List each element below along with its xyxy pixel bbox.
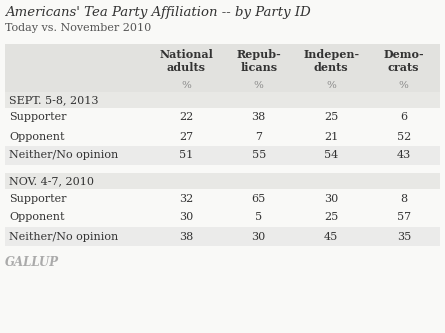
Text: NOV. 4-7, 2010: NOV. 4-7, 2010 (9, 176, 94, 186)
Text: Neither/No opinion: Neither/No opinion (9, 151, 118, 161)
Text: National
adults: National adults (159, 49, 213, 73)
Text: 6: 6 (400, 113, 407, 123)
Text: 52: 52 (396, 132, 411, 142)
Text: 55: 55 (251, 151, 266, 161)
Text: 38: 38 (251, 113, 266, 123)
Text: Today vs. November 2010: Today vs. November 2010 (5, 23, 151, 33)
Text: Opponent: Opponent (9, 132, 65, 142)
Text: %: % (181, 81, 191, 90)
Text: 32: 32 (179, 193, 194, 203)
Text: 43: 43 (396, 151, 411, 161)
Text: Indepen-
dents: Indepen- dents (303, 49, 359, 73)
Text: 57: 57 (396, 212, 411, 222)
Text: Supporter: Supporter (9, 193, 66, 203)
Text: Neither/No opinion: Neither/No opinion (9, 231, 118, 241)
Text: %: % (326, 81, 336, 90)
Bar (5, 108, 440, 127)
Bar (5, 92, 440, 108)
Text: GALLUP: GALLUP (5, 256, 59, 269)
Bar (5, 127, 440, 146)
Text: SEPT. 5-8, 2013: SEPT. 5-8, 2013 (9, 95, 98, 105)
Text: 27: 27 (179, 132, 193, 142)
Text: Opponent: Opponent (9, 212, 65, 222)
Text: 51: 51 (179, 151, 194, 161)
Text: %: % (254, 81, 264, 90)
Text: Supporter: Supporter (9, 113, 66, 123)
Text: 38: 38 (179, 231, 194, 241)
Text: 30: 30 (179, 212, 194, 222)
Text: Demo-
crats: Demo- crats (384, 49, 424, 73)
Text: 25: 25 (324, 212, 338, 222)
Text: 30: 30 (251, 231, 266, 241)
Text: 25: 25 (324, 113, 338, 123)
Text: %: % (399, 81, 409, 90)
Text: 54: 54 (324, 151, 338, 161)
Text: 5: 5 (255, 212, 262, 222)
Bar (5, 173, 440, 189)
Bar (5, 78, 440, 92)
Bar (5, 208, 440, 227)
Bar (5, 189, 440, 208)
Text: 21: 21 (324, 132, 338, 142)
Text: 45: 45 (324, 231, 338, 241)
Text: 7: 7 (255, 132, 262, 142)
Text: 30: 30 (324, 193, 338, 203)
Bar (5, 227, 440, 246)
Text: 35: 35 (396, 231, 411, 241)
Text: Repub-
licans: Repub- licans (236, 49, 281, 73)
Text: 65: 65 (251, 193, 266, 203)
Bar (5, 44, 440, 78)
Text: 8: 8 (400, 193, 407, 203)
Text: 22: 22 (179, 113, 194, 123)
Text: Americans' Tea Party Affiliation -- by Party ID: Americans' Tea Party Affiliation -- by P… (5, 6, 311, 19)
Bar (5, 146, 440, 165)
